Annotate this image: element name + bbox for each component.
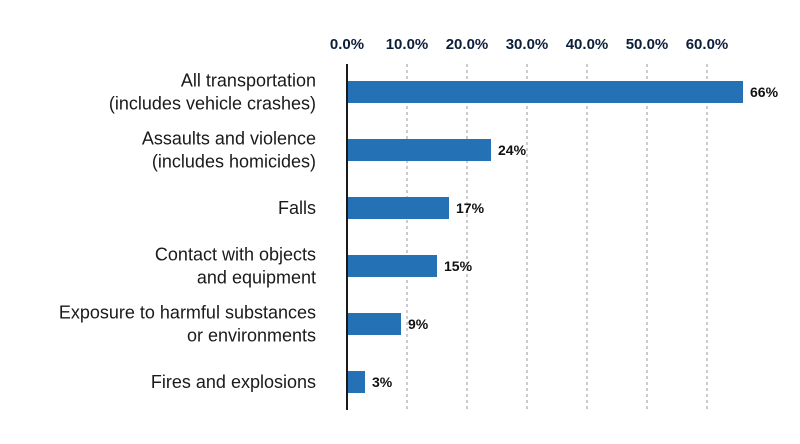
bar-0: [348, 81, 743, 103]
category-label-1-line-0: Assaults and violence: [142, 129, 316, 149]
x-tick-label-4: 40.0%: [566, 36, 609, 53]
bar-1: [348, 139, 491, 161]
category-label-4-line-1: or environments: [187, 326, 316, 346]
data-label-1: 24%: [498, 142, 527, 158]
bar-4: [348, 313, 401, 335]
grid-layer: [406, 64, 708, 410]
data-label-2: 17%: [456, 200, 485, 216]
x-tick-label-5: 50.0%: [626, 36, 669, 53]
bar-2: [348, 197, 449, 219]
bar-3: [348, 255, 437, 277]
x-tick-label-6: 60.0%: [686, 36, 729, 53]
label-layer: 0.0% 10.0% 20.0% 30.0% 40.0% 50.0% 60.0% 66% All…: [59, 36, 779, 392]
data-label-5: 3%: [372, 374, 393, 390]
category-label-2-line-0: Falls: [278, 198, 316, 218]
category-label-3: Contact with objects and equipment: [155, 245, 316, 288]
category-label-4: Exposure to harmful substances or environ…: [59, 303, 316, 346]
category-label-1: Assaults and violence (includes homicides…: [142, 129, 316, 172]
category-label-3-line-1: and equipment: [197, 268, 316, 288]
category-label-0: All transportation (includes vehicle cras…: [109, 71, 316, 114]
data-label-0: 66%: [750, 84, 779, 100]
category-label-0-line-0: All transportation: [181, 71, 316, 91]
category-label-5: Fires and explosions: [151, 372, 316, 392]
data-label-3: 15%: [444, 258, 473, 274]
category-label-0-line-1: (includes vehicle crashes): [109, 94, 316, 114]
category-label-1-line-1: (includes homicides): [152, 152, 316, 172]
category-label-5-line-0: Fires and explosions: [151, 372, 316, 392]
data-label-4: 9%: [408, 316, 429, 332]
category-label-3-line-0: Contact with objects: [155, 245, 316, 265]
x-tick-label-0: 0.0%: [330, 36, 364, 53]
category-label-2: Falls: [278, 198, 316, 218]
x-tick-label-1: 10.0%: [386, 36, 429, 53]
bar-5: [348, 371, 365, 393]
x-tick-label-2: 20.0%: [446, 36, 489, 53]
bar-layer: [348, 81, 743, 393]
category-label-4-line-0: Exposure to harmful substances: [59, 303, 316, 323]
x-tick-label-3: 30.0%: [506, 36, 549, 53]
